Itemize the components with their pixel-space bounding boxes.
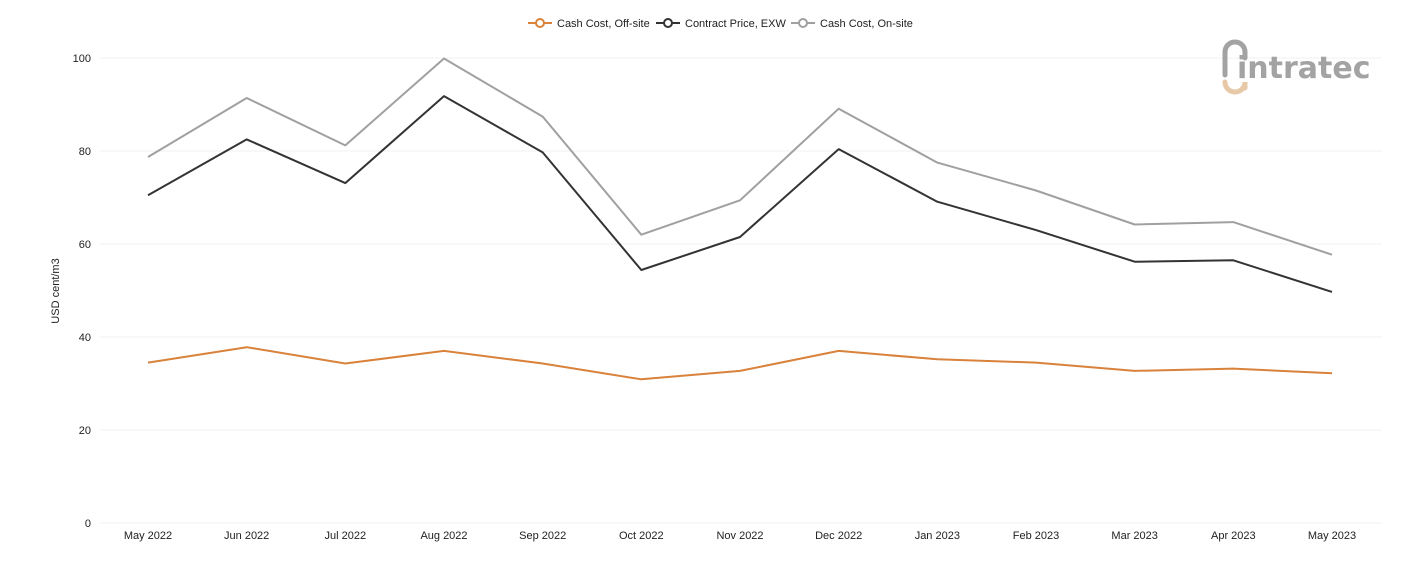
legend-label: Cash Cost, Off-site <box>557 18 650 30</box>
x-tick-label: Feb 2023 <box>1013 530 1059 542</box>
legend-label: Cash Cost, On-site <box>820 18 913 30</box>
legend-item[interactable]: Cash Cost, Off-site <box>528 18 650 30</box>
x-tick-label: May 2023 <box>1308 530 1356 542</box>
x-axis: May 2022 Jun 2022 Jul 2022 Aug 2022 Sep 2022… <box>124 530 1356 542</box>
series-line <box>147 95 1333 293</box>
legend[interactable]: Cash Cost, Off-site Contract Price, EXW Ca… <box>528 18 913 30</box>
logo-text: intratec <box>1237 51 1371 86</box>
x-tick-label: May 2022 <box>124 530 172 542</box>
x-tick-label: Nov 2022 <box>716 530 763 542</box>
series-line <box>147 346 1333 381</box>
series-lines <box>147 57 1333 381</box>
x-tick-label: Sep 2022 <box>519 530 566 542</box>
x-tick-label: Dec 2022 <box>815 530 862 542</box>
y-axis-title: USD cent/m3 <box>50 258 62 323</box>
legend-marker-icon <box>798 18 808 28</box>
x-tick-label: Jul 2022 <box>325 530 367 542</box>
legend-label: Contract Price, EXW <box>685 18 786 30</box>
x-tick-label: Aug 2022 <box>420 530 467 542</box>
grid-lines <box>100 57 1382 524</box>
logo-mark-bottom <box>1222 79 1248 95</box>
x-tick-label: Jan 2023 <box>915 530 960 542</box>
legend-item[interactable]: Cash Cost, On-site <box>791 18 913 30</box>
y-tick-label: 80 <box>79 146 91 158</box>
y-tick-label: 100 <box>73 53 91 65</box>
x-tick-label: Jun 2022 <box>224 530 269 542</box>
y-tick-label: 0 <box>85 518 91 530</box>
legend-marker-icon <box>535 18 545 28</box>
series-line <box>147 57 1333 256</box>
x-tick-label: Apr 2023 <box>1211 530 1256 542</box>
logo-mark-top <box>1222 39 1248 78</box>
y-tick-label: 60 <box>79 239 91 251</box>
y-tick-label: 20 <box>79 425 91 437</box>
y-axis: 0 20 40 60 80 100 <box>73 53 91 530</box>
legend-item[interactable]: Contract Price, EXW <box>656 18 786 30</box>
legend-marker-icon <box>663 18 673 28</box>
x-tick-label: Oct 2022 <box>619 530 664 542</box>
y-tick-label: 40 <box>79 332 91 344</box>
x-tick-label: Mar 2023 <box>1111 530 1157 542</box>
intratec-logo: intratec <box>1222 39 1371 95</box>
